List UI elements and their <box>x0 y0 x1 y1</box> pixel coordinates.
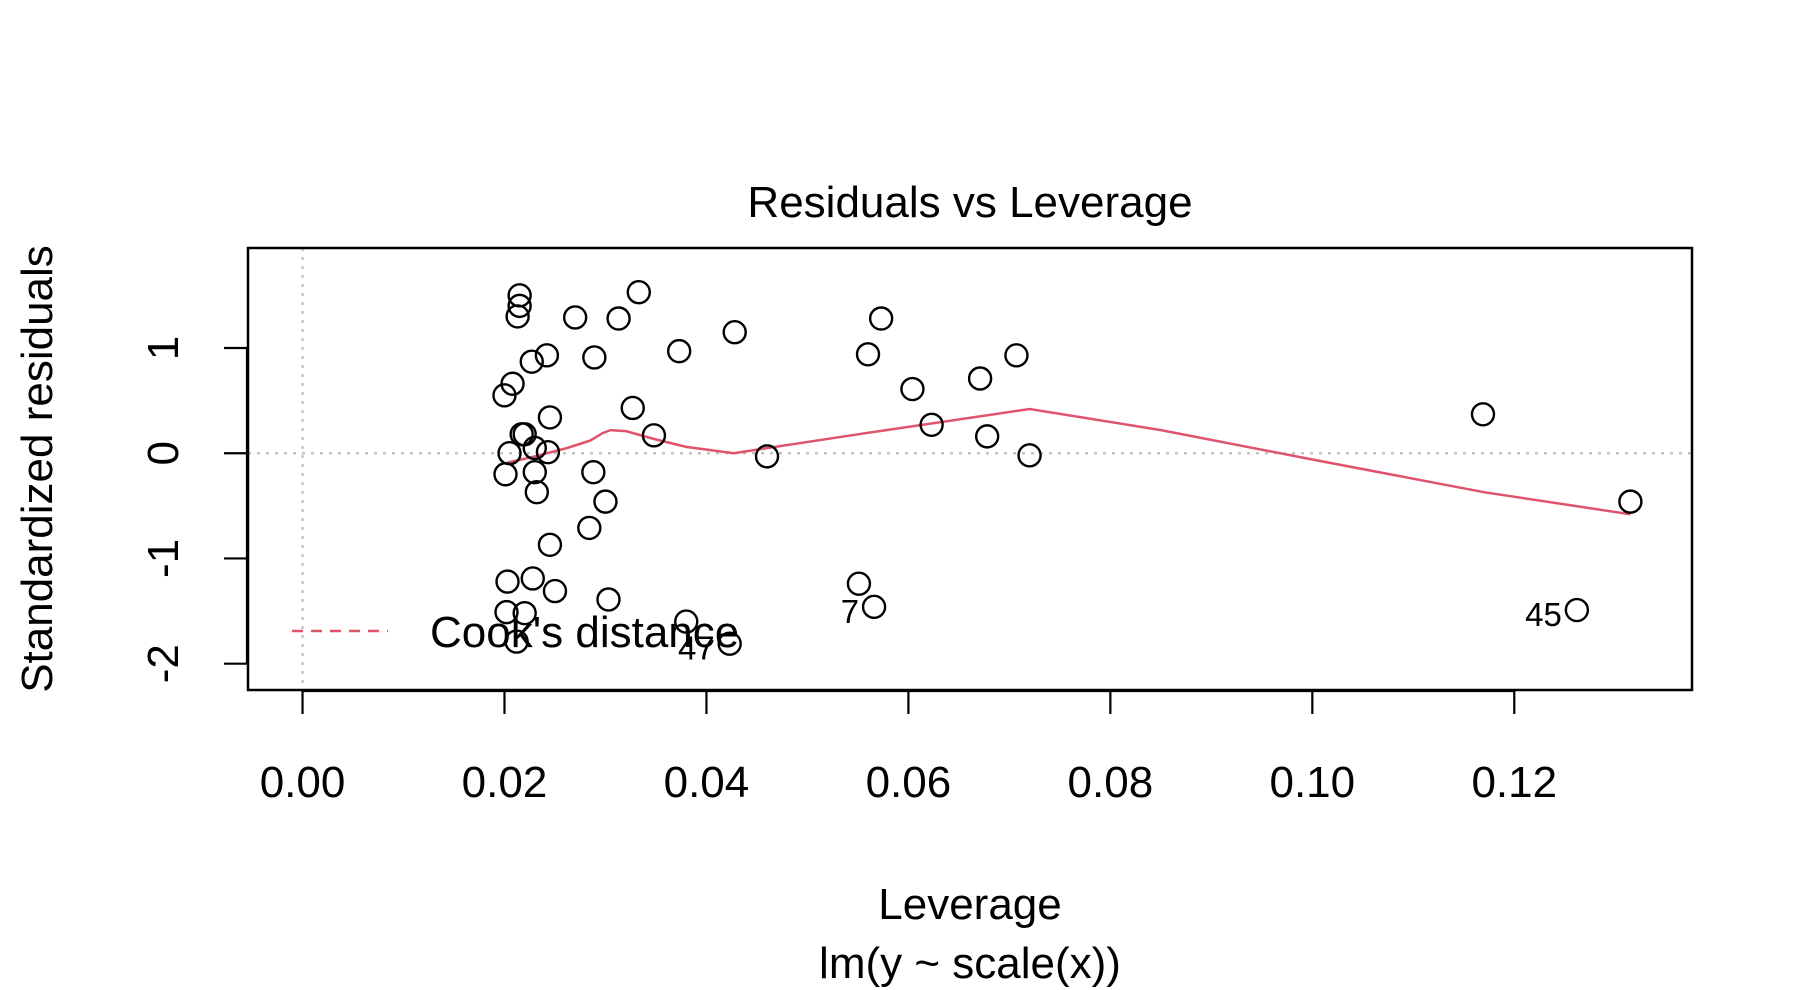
x-tick-label-0: 0.00 <box>260 758 346 807</box>
data-point-40 <box>495 569 520 594</box>
data-point-47 <box>674 609 699 634</box>
x-tick-label-6: 0.12 <box>1471 758 1557 807</box>
x-tick-label-4: 0.08 <box>1068 758 1154 807</box>
data-point-38 <box>577 515 602 541</box>
y-tick-label-2: 0 <box>139 441 188 465</box>
data-point-49 <box>1564 597 1590 623</box>
y-axis-title: Standardized residuals <box>13 245 62 693</box>
data-point-13 <box>582 345 607 370</box>
data-point-30 <box>754 444 780 469</box>
point-label-47: 47 <box>678 630 715 667</box>
data-point-7 <box>868 306 894 331</box>
data-point-11 <box>1004 343 1029 368</box>
y-tick-label-1: -1 <box>139 539 188 578</box>
data-point-35 <box>524 479 549 505</box>
x-tick-label-5: 0.10 <box>1269 758 1355 807</box>
data-point-2 <box>507 293 532 319</box>
data-point-28 <box>535 439 561 465</box>
data-point-10 <box>855 342 881 367</box>
data-point-31 <box>1017 443 1042 468</box>
plot-area: 7 45 47 <box>248 248 1692 690</box>
x-tick-label-1: 0.02 <box>462 758 548 807</box>
data-point-37 <box>1618 489 1643 514</box>
data-point-45 <box>494 599 519 625</box>
data-point-5 <box>562 305 588 330</box>
data-point-21 <box>537 405 563 430</box>
x-tick-label-2: 0.04 <box>664 758 750 807</box>
legend-cooks-distance-label: Cook's distance <box>430 608 739 657</box>
data-point-19 <box>620 395 645 421</box>
data-point-42 <box>846 571 872 596</box>
data-point-46 <box>512 600 537 626</box>
data-point-48 <box>861 594 887 620</box>
point-label-45: 45 <box>1525 596 1562 633</box>
data-point-43 <box>542 578 568 604</box>
y-tick-label-3: 1 <box>139 336 188 360</box>
data-point-25 <box>641 423 667 448</box>
legend: Cook's distance <box>292 608 739 657</box>
data-point-50 <box>504 629 529 654</box>
data-point-15 <box>967 366 993 391</box>
data-point-41 <box>520 566 545 591</box>
y-tick-label-0: -2 <box>139 644 188 683</box>
data-point-32 <box>522 459 547 485</box>
data-point-36 <box>593 489 618 514</box>
chart-subtitle: lm(y ~ scale(x)) <box>819 939 1121 988</box>
data-point-39 <box>537 532 563 557</box>
data-point-9 <box>666 338 692 364</box>
data-point-6 <box>606 306 631 331</box>
data-point-26 <box>974 424 1000 449</box>
data-point-17 <box>900 376 925 402</box>
data-point-8 <box>722 319 747 345</box>
data-point-18 <box>492 383 517 408</box>
data-point-44 <box>596 587 621 612</box>
smooth-fit-line <box>507 407 1631 516</box>
point-label-7: 7 <box>841 593 859 630</box>
data-point-12 <box>534 343 560 368</box>
data-point-33 <box>581 459 606 485</box>
data-point-51 <box>717 631 742 656</box>
data-point-20 <box>1470 402 1496 427</box>
chart-title: Residuals vs Leverage <box>747 178 1192 227</box>
data-point-27 <box>522 435 547 461</box>
x-axis-title: Leverage <box>878 880 1061 929</box>
x-tick-label-3: 0.06 <box>866 758 952 807</box>
data-point-22 <box>919 412 944 437</box>
data-point-3 <box>505 304 530 329</box>
data-point-4 <box>626 280 651 305</box>
data-point-34 <box>493 462 518 487</box>
data-point-14 <box>519 349 544 374</box>
